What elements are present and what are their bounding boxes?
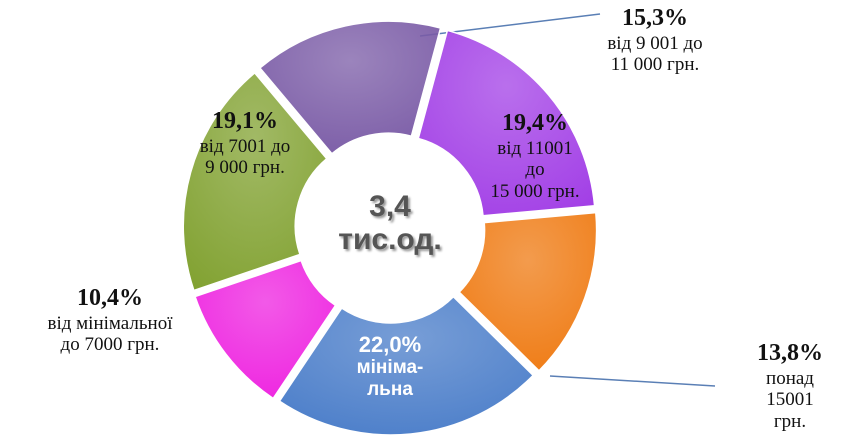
value-label: 22,0%: [358, 332, 422, 357]
leader-line: [549, 375, 716, 387]
segment-label: 22,0% мініма- льна: [357, 332, 424, 401]
donut-segment: [458, 211, 598, 372]
value-label: 19,1%: [212, 108, 278, 134]
donut-segment: [258, 20, 442, 155]
segment-label: 19,1% від 7001 до 9 000 грн.: [200, 108, 291, 179]
segment-label: 15,3% від 9 001 до 11 000 грн.: [607, 5, 702, 76]
category-label: від 7001 до 9 000 грн.: [199, 135, 291, 179]
value-label: 19,4%: [502, 110, 568, 136]
segment-label: 10,4% від мінімальної до 7000 грн.: [47, 285, 172, 356]
value-label: 10,4%: [76, 285, 143, 311]
segment-label: 19,4% від 11001 до 15 000 грн.: [490, 110, 579, 203]
donut-segment: [182, 71, 328, 292]
category-label: від 9 001 до 11 000 грн.: [607, 32, 703, 76]
donut-segment: [278, 295, 535, 436]
category-label: мініма- льна: [356, 357, 424, 401]
value-label: 15,3%: [622, 5, 688, 31]
donut-segment: [417, 29, 596, 217]
category-label: від мінімальної до 7000 грн.: [47, 312, 173, 356]
value-label: 13,8%: [757, 340, 823, 366]
segment-label: 13,8% понад 15001 грн.: [757, 340, 823, 433]
category-label: понад 15001 грн.: [766, 367, 814, 433]
center-label: 3,4 тис.од.: [338, 190, 442, 256]
donut-segment: [194, 259, 337, 400]
category-label: від 11001 до 15 000 грн.: [490, 137, 580, 203]
